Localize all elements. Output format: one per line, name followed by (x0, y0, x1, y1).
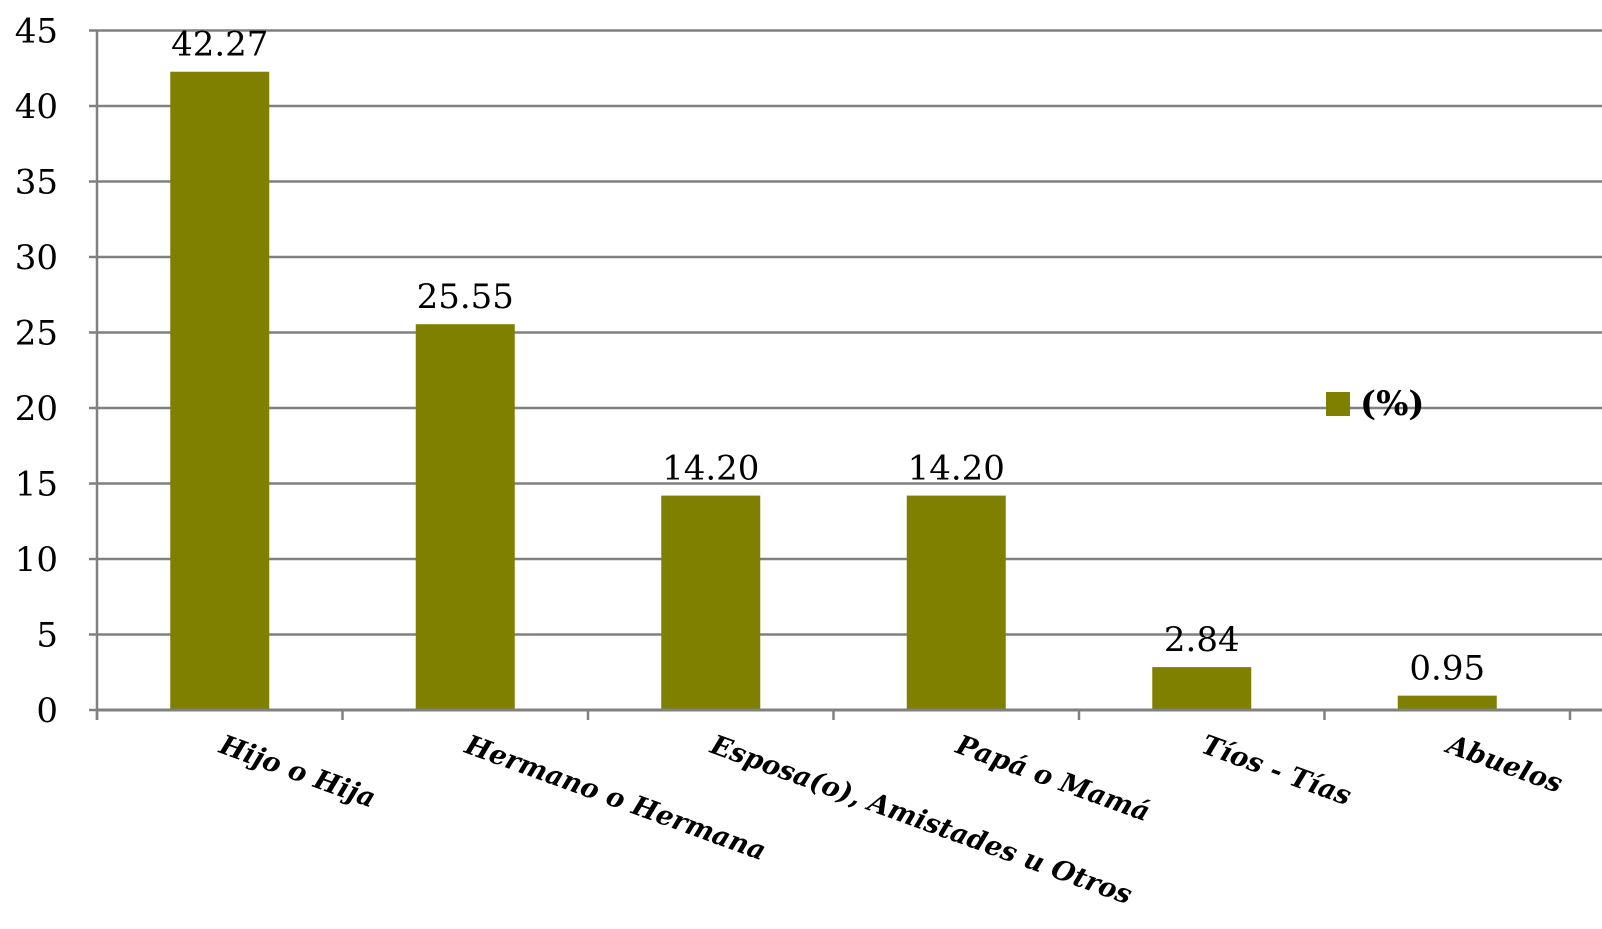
data-label: 0.95 (1409, 649, 1485, 689)
gridlines (97, 29, 1602, 636)
bars (170, 71, 1497, 710)
bar (415, 324, 515, 710)
y-tick-label: 5 (36, 616, 58, 656)
bar (1397, 695, 1497, 710)
x-axis (95, 708, 1602, 720)
y-tick-label: 0 (36, 691, 58, 731)
legend-swatch (1326, 392, 1350, 416)
y-tick-label: 10 (15, 540, 58, 580)
data-label: 42.27 (171, 25, 268, 65)
y-tick-label: 35 (15, 163, 58, 203)
data-label: 14.20 (908, 449, 1005, 489)
data-labels: 42.27 25.55 14.20 14.20 2.84 0.95 (171, 25, 1485, 689)
bar (906, 495, 1006, 710)
y-tick-label: 25 (15, 314, 58, 354)
y-tick-label: 45 (15, 12, 58, 52)
y-tick-label: 40 (15, 87, 58, 127)
data-label: 14.20 (662, 449, 759, 489)
y-tick-label: 30 (15, 238, 58, 278)
legend-label: (%) (1360, 384, 1424, 424)
x-category-label: Hijo o Hija (214, 729, 379, 814)
y-tick-label: 20 (15, 389, 58, 429)
data-label: 2.84 (1164, 620, 1240, 660)
x-category-label: Abuelos (1440, 728, 1566, 799)
bar (170, 71, 270, 710)
bar (661, 495, 761, 710)
y-axis-ticks: 0 5 10 15 20 25 30 35 40 45 (15, 12, 99, 731)
data-label: 25.55 (417, 277, 514, 317)
x-category-label: Papá o Mamá (951, 729, 1154, 828)
y-tick-label: 15 (15, 465, 58, 505)
legend: (%) (1326, 384, 1424, 424)
x-category-label: Esposa(o), Amistades u Otros (705, 729, 1135, 911)
x-category-label: Tíos - Tías (1197, 729, 1355, 812)
bar (1152, 667, 1252, 710)
